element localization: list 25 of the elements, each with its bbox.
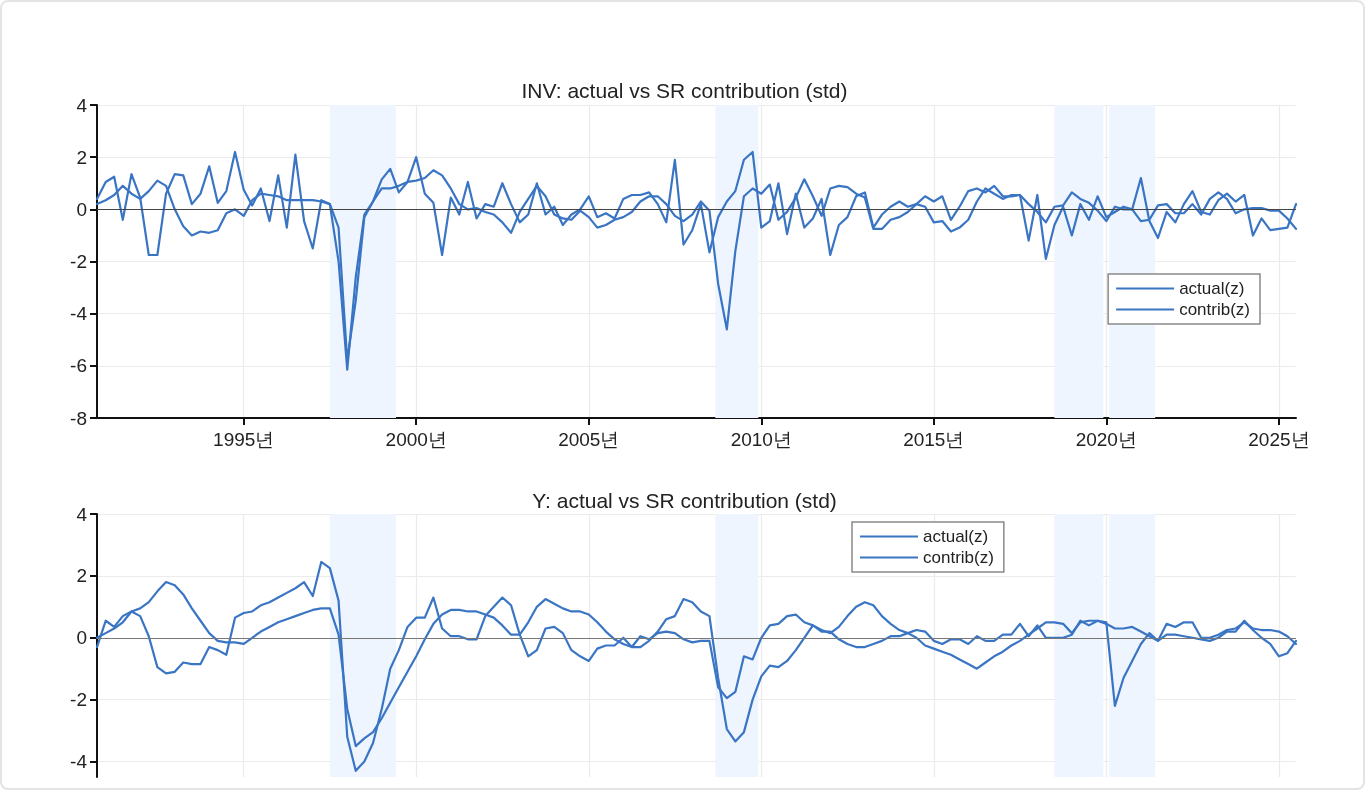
y-tick-label: 2 xyxy=(76,565,87,587)
x-tick-label: 2005년 xyxy=(558,429,620,450)
y-tick-label: -2 xyxy=(70,689,87,711)
y-tick-label: -2 xyxy=(70,251,87,272)
y-tick-label: -4 xyxy=(70,751,88,773)
y-tick-label: 4 xyxy=(76,503,88,525)
legend-label: actual(z) xyxy=(923,527,989,546)
y-tick-label: -6 xyxy=(70,355,87,377)
x-tick-label: 2020년 xyxy=(1075,429,1137,450)
y-tick-label: -8 xyxy=(70,407,87,429)
chart-title: INV: actual vs SR contribution (std) xyxy=(521,79,848,102)
legend-label: actual(z) xyxy=(1179,279,1245,298)
chart-title: Y: actual vs SR contribution (std) xyxy=(532,489,837,512)
x-tick-label: 2000년 xyxy=(385,429,447,450)
x-tick-label: 1995년 xyxy=(213,429,275,450)
x-tick-label: 2015년 xyxy=(903,429,965,450)
x-tick-label: 2025년 xyxy=(1248,429,1310,450)
y-tick-label: 2 xyxy=(76,146,87,168)
legend-label: contrib(z) xyxy=(923,548,994,567)
x-tick-label: 2010년 xyxy=(730,429,792,450)
y-tick-label: 4 xyxy=(76,94,88,116)
y-tick-label: 0 xyxy=(76,627,87,649)
legend-label: contrib(z) xyxy=(1179,300,1251,319)
y-tick-label: 0 xyxy=(76,198,87,220)
y-tick-label: -4 xyxy=(70,303,88,325)
